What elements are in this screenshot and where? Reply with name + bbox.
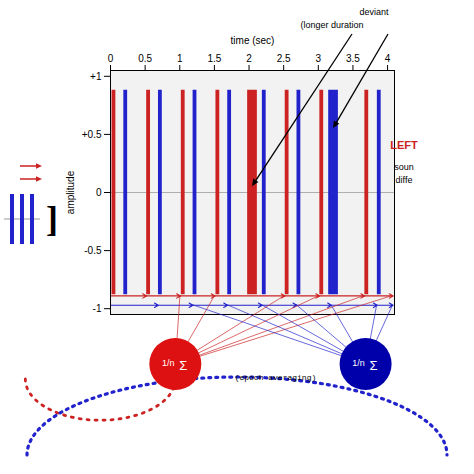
svg-text:+1: +1: [90, 71, 102, 82]
svg-text:0: 0: [108, 53, 114, 64]
svg-text:1.5: 1.5: [207, 53, 221, 64]
svg-text:soun: soun: [394, 162, 414, 172]
svg-text:0.5: 0.5: [138, 53, 152, 64]
svg-text:1/n: 1/n: [162, 358, 175, 368]
svg-text:1: 1: [177, 53, 183, 64]
svg-text:2.5: 2.5: [277, 53, 291, 64]
svg-text:-1: -1: [93, 303, 102, 314]
svg-text:1/n: 1/n: [352, 358, 365, 368]
svg-text:time (sec): time (sec): [231, 35, 275, 46]
svg-text:3: 3: [316, 53, 322, 64]
svg-text:LEFT: LEFT: [390, 139, 418, 151]
svg-text:diffe: diffe: [396, 175, 413, 185]
svg-text:+0.5: +0.5: [82, 129, 102, 140]
svg-text:3.5: 3.5: [346, 53, 360, 64]
svg-text:0: 0: [96, 187, 102, 198]
svg-text:4: 4: [385, 53, 391, 64]
svg-text:]: ]: [46, 199, 58, 239]
svg-text:Σ: Σ: [179, 358, 187, 373]
svg-text:amplitude: amplitude: [65, 170, 76, 214]
svg-text:(epoch averaging): (epoch averaging): [235, 373, 317, 382]
svg-text:Σ: Σ: [370, 358, 378, 373]
svg-text:(longer duration: (longer duration: [300, 20, 363, 30]
svg-text:deviant: deviant: [359, 7, 389, 17]
svg-text:-0.5: -0.5: [84, 245, 102, 256]
svg-text:2: 2: [246, 53, 252, 64]
